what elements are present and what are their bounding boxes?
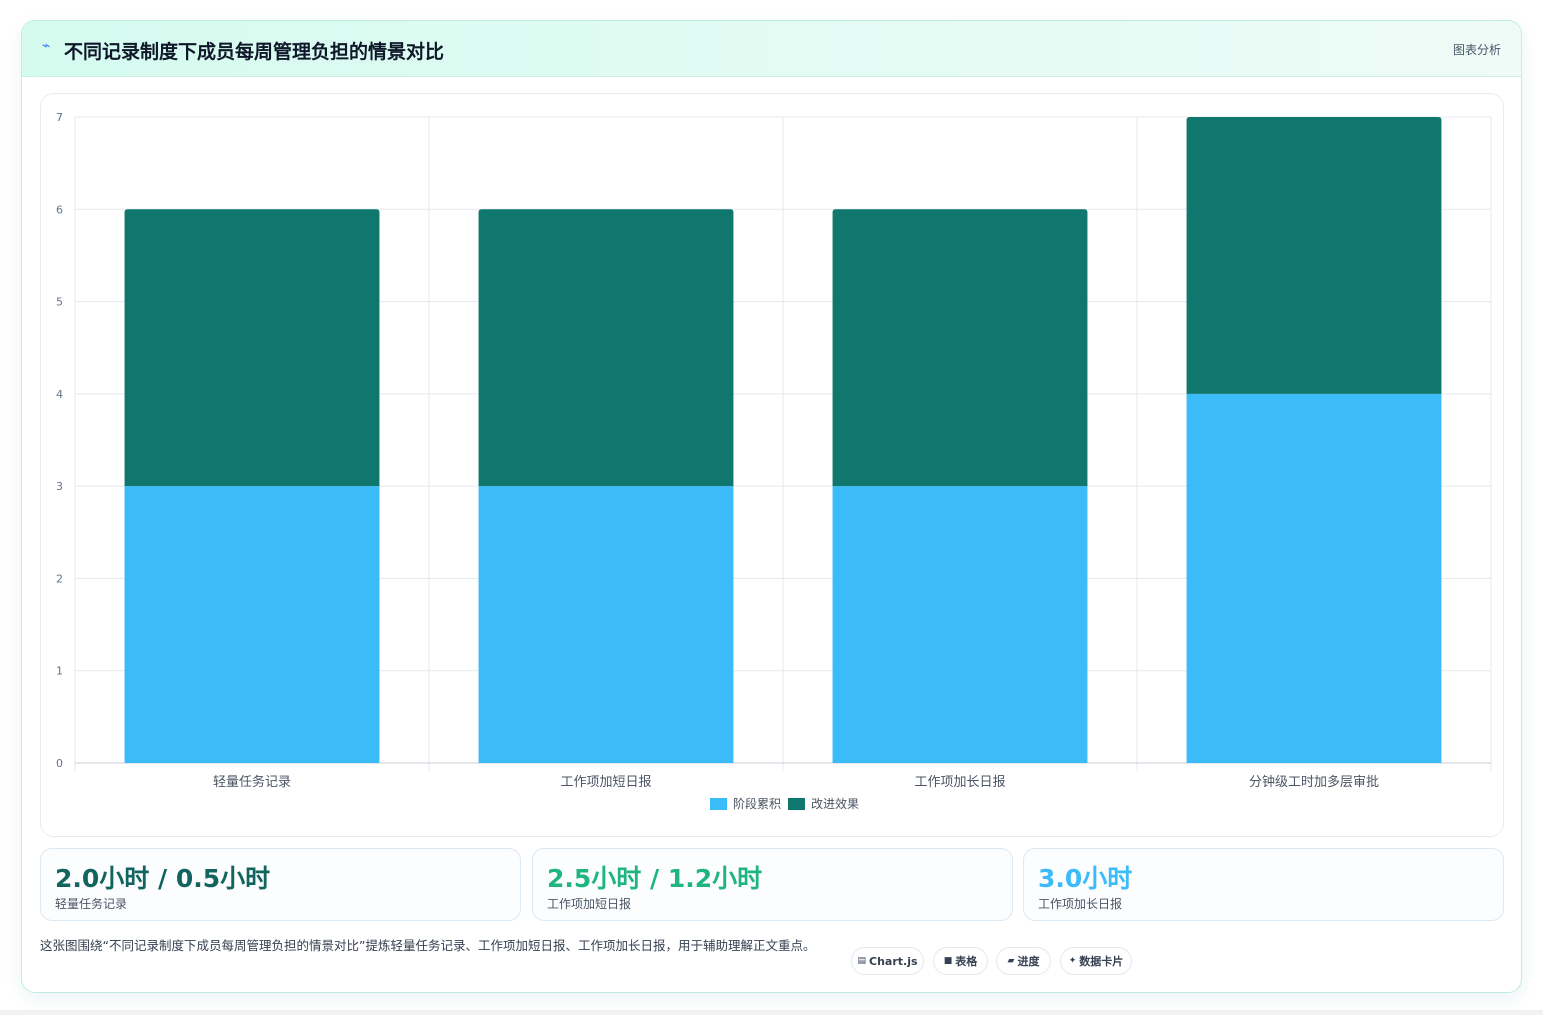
sparkline-icon: ⌁ bbox=[42, 38, 51, 54]
bar-segment-2 bbox=[478, 209, 734, 487]
y-tick-label: 3 bbox=[56, 480, 63, 493]
stat-value-3: 3.0小时 bbox=[1038, 864, 1133, 893]
stat-value-1: 2.0小时 / 0.5小时 bbox=[55, 864, 271, 893]
table-icon: ■ bbox=[943, 956, 953, 966]
card-header: ⌁ 不同记录制度下成员每周管理负担的情景对比 图表分析 bbox=[22, 21, 1521, 77]
bar-segment-2 bbox=[1186, 117, 1442, 394]
chart-container: 0 1 2 3 4 5 6 7 轻量任务记录 工作项加短日报 工作项加长日报 分钟级工时加多层审批阶段… bbox=[40, 93, 1504, 837]
chart-icon: ▤ bbox=[857, 956, 866, 966]
header-tag: 图表分析 bbox=[1452, 43, 1501, 57]
stat-card-3: 3.0小时 工作项加长日报 bbox=[1023, 848, 1504, 921]
stat-card-1: 2.0小时 / 0.5小时 轻量任务记录 bbox=[40, 848, 521, 921]
stat-label-1: 轻量任务记录 bbox=[55, 897, 128, 911]
chip-label: 数据卡片 bbox=[1079, 955, 1124, 968]
bar-segment-2 bbox=[832, 209, 1088, 487]
chart-card: ⌁ 不同记录制度下成员每周管理负担的情景对比 图表分析 0 1 2 3 4 5 6 7 轻量任务… bbox=[21, 20, 1522, 993]
bar-segment-2 bbox=[124, 209, 380, 487]
y-tick-label: 4 bbox=[56, 388, 63, 401]
chart-footnote: 这张图围绕“不同记录制度下成员每周管理负担的情景对比”提炼轻量任务记录、工作项加… bbox=[40, 938, 816, 953]
legend-swatch bbox=[788, 798, 805, 810]
stat-label-3: 工作项加长日报 bbox=[1038, 897, 1123, 911]
page-title: 不同记录制度下成员每周管理负担的情景对比 bbox=[64, 41, 445, 63]
stat-card-2: 2.5小时 / 1.2小时 工作项加短日报 bbox=[532, 848, 1013, 921]
y-tick-label: 7 bbox=[56, 111, 63, 124]
y-tick-label: 6 bbox=[56, 203, 63, 216]
stat-label-2: 工作项加短日报 bbox=[547, 897, 632, 911]
chip-label: 进度 bbox=[1017, 955, 1040, 968]
x-category-label: 工作项加长日报 bbox=[914, 775, 1005, 790]
chip-label: Chart.js bbox=[869, 954, 918, 968]
sparkle-icon: ✦ bbox=[1068, 956, 1077, 966]
bar-segment-1 bbox=[124, 486, 380, 763]
stat-value-2: 2.5小时 / 1.2小时 bbox=[547, 864, 763, 893]
y-tick-label: 1 bbox=[56, 665, 63, 678]
page-bottom-shadow bbox=[0, 1010, 1543, 1015]
x-category-label: 分钟级工时加多层审批 bbox=[1249, 774, 1379, 790]
bar-segment-1 bbox=[1186, 393, 1442, 763]
chip-table[interactable]: ■ 表格 bbox=[933, 947, 988, 975]
legend-label: 阶段累积 bbox=[733, 796, 781, 811]
chip-progress[interactable]: ▰ 进度 bbox=[996, 947, 1051, 975]
legend-swatch bbox=[710, 798, 727, 810]
y-tick-label: 0 bbox=[56, 757, 63, 770]
y-tick-label: 5 bbox=[56, 296, 63, 309]
progress-icon: ▰ bbox=[1007, 956, 1015, 966]
chip-label: 表格 bbox=[955, 955, 978, 968]
x-category-label: 工作项加短日报 bbox=[560, 775, 651, 790]
y-tick-label: 2 bbox=[56, 572, 63, 585]
chip-chartjs[interactable]: ▤ Chart.js bbox=[851, 947, 924, 975]
x-category-label: 轻量任务记录 bbox=[213, 774, 291, 790]
bar-segment-1 bbox=[832, 486, 1088, 763]
bar-segment-1 bbox=[478, 486, 734, 763]
legend-label: 改进效果 bbox=[811, 796, 859, 811]
chip-data-cards[interactable]: ✦ 数据卡片 bbox=[1060, 947, 1132, 975]
stacked-bar-chart: 0 1 2 3 4 5 6 7 轻量任务记录 工作项加短日报 工作项加长日报 分钟级工时加多层审批阶段… bbox=[56, 111, 1492, 811]
